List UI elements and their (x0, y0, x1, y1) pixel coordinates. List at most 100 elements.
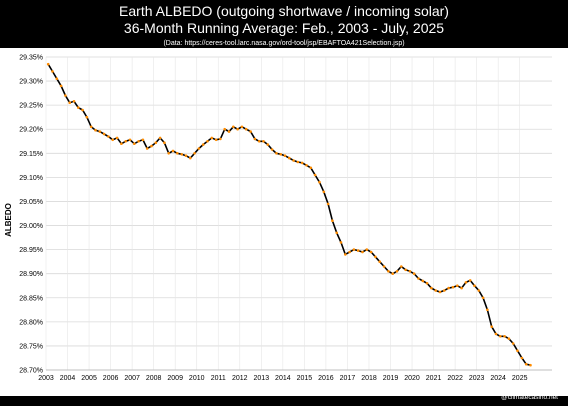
data-point (102, 132, 106, 136)
data-point (275, 152, 278, 155)
data-point (296, 160, 300, 164)
data-point (219, 137, 222, 141)
data-point (176, 152, 179, 155)
x-tick-label: 2015 (297, 375, 313, 382)
data-point (387, 270, 390, 273)
data-point (361, 250, 364, 254)
data-point (137, 140, 140, 143)
data-point (516, 349, 519, 353)
data-point (257, 140, 261, 143)
x-tick-label: 2016 (318, 375, 334, 382)
data-point (331, 219, 334, 222)
data-point (503, 335, 506, 338)
data-point (283, 154, 287, 157)
data-point (507, 337, 511, 341)
data-point (408, 270, 412, 273)
data-point (378, 260, 382, 264)
data-point (46, 62, 50, 66)
data-point (486, 308, 489, 312)
y-tick-label: 29.10% (19, 175, 43, 182)
data-point (197, 147, 201, 150)
data-point (374, 255, 377, 259)
data-point (189, 156, 192, 160)
data-point (529, 363, 532, 367)
data-point (249, 130, 252, 133)
x-tick-label: 2012 (232, 375, 248, 382)
data-point (477, 289, 481, 292)
data-point (322, 190, 326, 194)
data-point (309, 166, 313, 170)
data-point (451, 285, 455, 289)
data-point (180, 153, 183, 156)
data-point (404, 268, 407, 272)
x-tick-label: 2020 (404, 375, 420, 382)
data-point (473, 284, 476, 288)
x-tick-label: 2025 (512, 375, 528, 382)
data-point (111, 138, 114, 142)
data-point (481, 296, 485, 300)
data-point (292, 159, 295, 162)
data-point (244, 127, 248, 131)
data-point (158, 136, 162, 140)
data-point (438, 290, 442, 294)
x-tick-label: 2023 (469, 375, 485, 382)
data-point (227, 130, 231, 133)
data-point (348, 250, 351, 254)
data-point (369, 250, 373, 254)
data-point (464, 281, 468, 284)
y-tick-label: 29.25% (19, 103, 43, 110)
data-point (240, 125, 244, 129)
data-point (326, 202, 330, 206)
x-tick-label: 2018 (361, 375, 377, 382)
data-point (98, 130, 102, 133)
x-tick-label: 2009 (167, 375, 183, 382)
data-point (443, 289, 446, 292)
data-point (288, 156, 291, 160)
chart-subtitle: 36-Month Running Average: Feb., 2003 - J… (123, 20, 445, 36)
y-tick-label: 29.20% (19, 127, 43, 134)
data-point (81, 108, 84, 112)
data-point (365, 248, 369, 251)
data-point (391, 272, 395, 276)
data-point (68, 101, 71, 104)
data-point (210, 136, 214, 140)
x-axis-ticks: 2003 2004 2005 2006 2007 2008 2009 2010 2011 2012… (38, 375, 527, 382)
data-point (120, 142, 123, 145)
data-point (305, 164, 308, 167)
data-point (417, 277, 420, 280)
x-tick-label: 2004 (60, 375, 76, 382)
data-point (318, 180, 321, 184)
x-tick-label: 2006 (103, 375, 119, 382)
data-point (395, 270, 399, 273)
data-point (89, 125, 93, 129)
data-point (59, 84, 63, 88)
data-point (201, 143, 205, 146)
y-tick-label: 28.95% (19, 247, 43, 254)
data-point (223, 127, 226, 131)
data-point (266, 143, 270, 146)
y-tick-label: 29.30% (19, 79, 43, 86)
data-point (115, 136, 119, 140)
x-tick-label: 2003 (38, 375, 54, 382)
x-tick-label: 2005 (81, 375, 97, 382)
data-point (344, 253, 347, 256)
x-tick-label: 2014 (275, 375, 291, 382)
data-point (128, 138, 132, 142)
y-tick-label: 29.05% (19, 199, 43, 206)
data-point (154, 141, 158, 144)
y-tick-label: 28.80% (19, 319, 43, 326)
x-tick-label: 2024 (490, 375, 506, 382)
data-point (494, 332, 498, 336)
data-point (133, 142, 136, 145)
grid-lines (45, 56, 552, 371)
data-point (520, 356, 524, 360)
data-point (352, 248, 356, 251)
data-point (412, 272, 416, 276)
data-point (456, 284, 459, 288)
data-point (300, 161, 304, 165)
chart-background (0, 48, 568, 396)
data-point (335, 231, 339, 235)
data-point (145, 147, 149, 150)
y-tick-label: 29.15% (19, 151, 43, 158)
data-point (499, 335, 502, 338)
